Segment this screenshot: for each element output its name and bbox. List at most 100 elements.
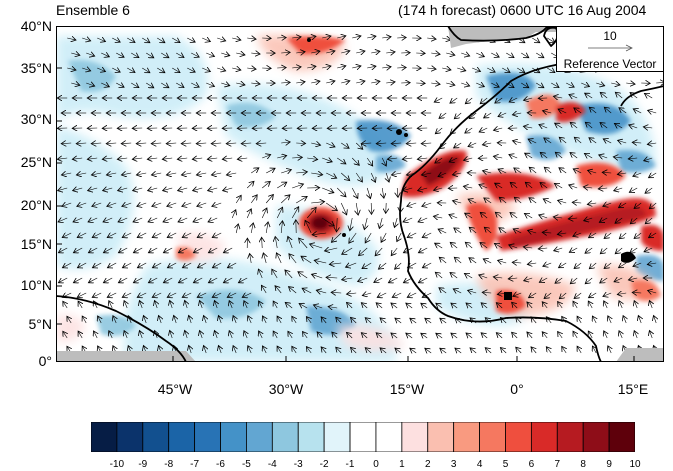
wind-vector (174, 315, 177, 324)
wind-vector (573, 169, 582, 173)
wind-vector (275, 286, 282, 294)
wind-vector (325, 248, 338, 251)
wind-vector (427, 38, 436, 39)
wind-vector (337, 217, 338, 232)
wind-vector (277, 346, 281, 354)
wind-vector (436, 333, 443, 338)
wind-vector (589, 107, 597, 114)
wind-vector (121, 143, 132, 144)
wind-vector (479, 128, 488, 132)
wind-vector (97, 38, 105, 42)
wind-vector (434, 188, 443, 190)
wind-vector (546, 347, 551, 354)
colorbar-tick-label: -8 (164, 459, 174, 470)
wind-vector (131, 83, 139, 88)
wind-vector (407, 233, 417, 238)
wind-vector (391, 143, 402, 144)
lat-label-35n: 35°N (20, 60, 52, 76)
wind-vector (310, 244, 323, 248)
wind-vector (133, 278, 143, 283)
wind-vector (292, 67, 301, 68)
wind-vector (299, 238, 308, 249)
wind-vector (223, 248, 233, 253)
colorbar-tick-label: 7 (554, 459, 561, 470)
wind-vector (603, 139, 612, 143)
wind-vector (322, 187, 334, 193)
wind-vector (222, 158, 233, 159)
wind-vector (124, 331, 127, 339)
wind-vector (251, 223, 253, 234)
colorbar-swatch (505, 422, 532, 452)
wind-vector (654, 316, 657, 324)
colorbar-tick-label: 10 (629, 459, 641, 470)
wind-vector (440, 348, 447, 353)
wind-vector (558, 200, 567, 203)
wind-vector (181, 173, 192, 175)
wind-vector (529, 167, 537, 174)
wind-vector (247, 38, 256, 39)
wind-vector (67, 38, 76, 40)
wind-vector (596, 83, 605, 86)
wind-vector (648, 291, 657, 294)
wind-vector (454, 257, 462, 264)
wind-vector (381, 232, 387, 242)
wind-vector (570, 122, 578, 129)
wind-vector (326, 172, 337, 178)
wind-vector (509, 245, 518, 248)
colorbar-tick-label: -1 (345, 459, 355, 470)
wind-vector (193, 278, 203, 283)
wind-vector (614, 278, 623, 282)
wind-vector (227, 293, 237, 297)
wind-vector (539, 125, 548, 129)
wind-vector (86, 53, 95, 56)
wind-vector (358, 278, 368, 282)
wind-vector (480, 97, 488, 104)
wind-vector (217, 68, 226, 71)
wind-vector (233, 346, 236, 354)
colorbar-swatch (91, 422, 118, 452)
wind-vector (200, 331, 203, 339)
wind-vector (532, 38, 540, 43)
wind-vector (525, 182, 533, 189)
colorbar-swatch (116, 422, 144, 452)
wind-vector (147, 158, 158, 159)
wind-vector (542, 232, 552, 233)
wind-vector (307, 36, 316, 38)
colorbar-tick-label: 2 (425, 459, 431, 470)
wind-vector (615, 92, 623, 99)
wind-vector (285, 270, 293, 279)
wind-vector (118, 248, 128, 253)
wind-vector (634, 202, 642, 209)
wind-vector (238, 278, 248, 283)
wind-vector (435, 272, 443, 279)
wind-vector (479, 185, 488, 189)
colorbar-tick-label: -3 (293, 459, 303, 470)
wind-vector (617, 173, 627, 174)
wind-vector (382, 157, 386, 166)
wind-vector-field (57, 36, 664, 353)
wind-vector (118, 188, 128, 191)
wind-vector (386, 52, 395, 53)
wind-vector (71, 53, 80, 55)
wind-vector (178, 248, 188, 253)
wind-vector (538, 248, 548, 249)
wind-vector (77, 262, 87, 268)
wind-vector (88, 248, 98, 253)
wind-vector (361, 333, 368, 339)
wind-vector (232, 68, 241, 70)
wind-vector (351, 347, 357, 354)
wind-vector (113, 316, 116, 324)
wind-vector (157, 38, 165, 43)
wind-vector (615, 217, 623, 223)
wind-vector (177, 158, 188, 159)
wind-vector (326, 277, 338, 278)
wind-vector (197, 233, 207, 238)
wind-vector (529, 293, 537, 298)
wind-vector (221, 83, 230, 86)
wind-vector (599, 155, 608, 158)
wind-vector (446, 53, 455, 55)
wind-vector (82, 68, 91, 71)
wind-vector (233, 316, 236, 324)
wind-vector (212, 293, 222, 297)
wind-vector (542, 302, 547, 309)
